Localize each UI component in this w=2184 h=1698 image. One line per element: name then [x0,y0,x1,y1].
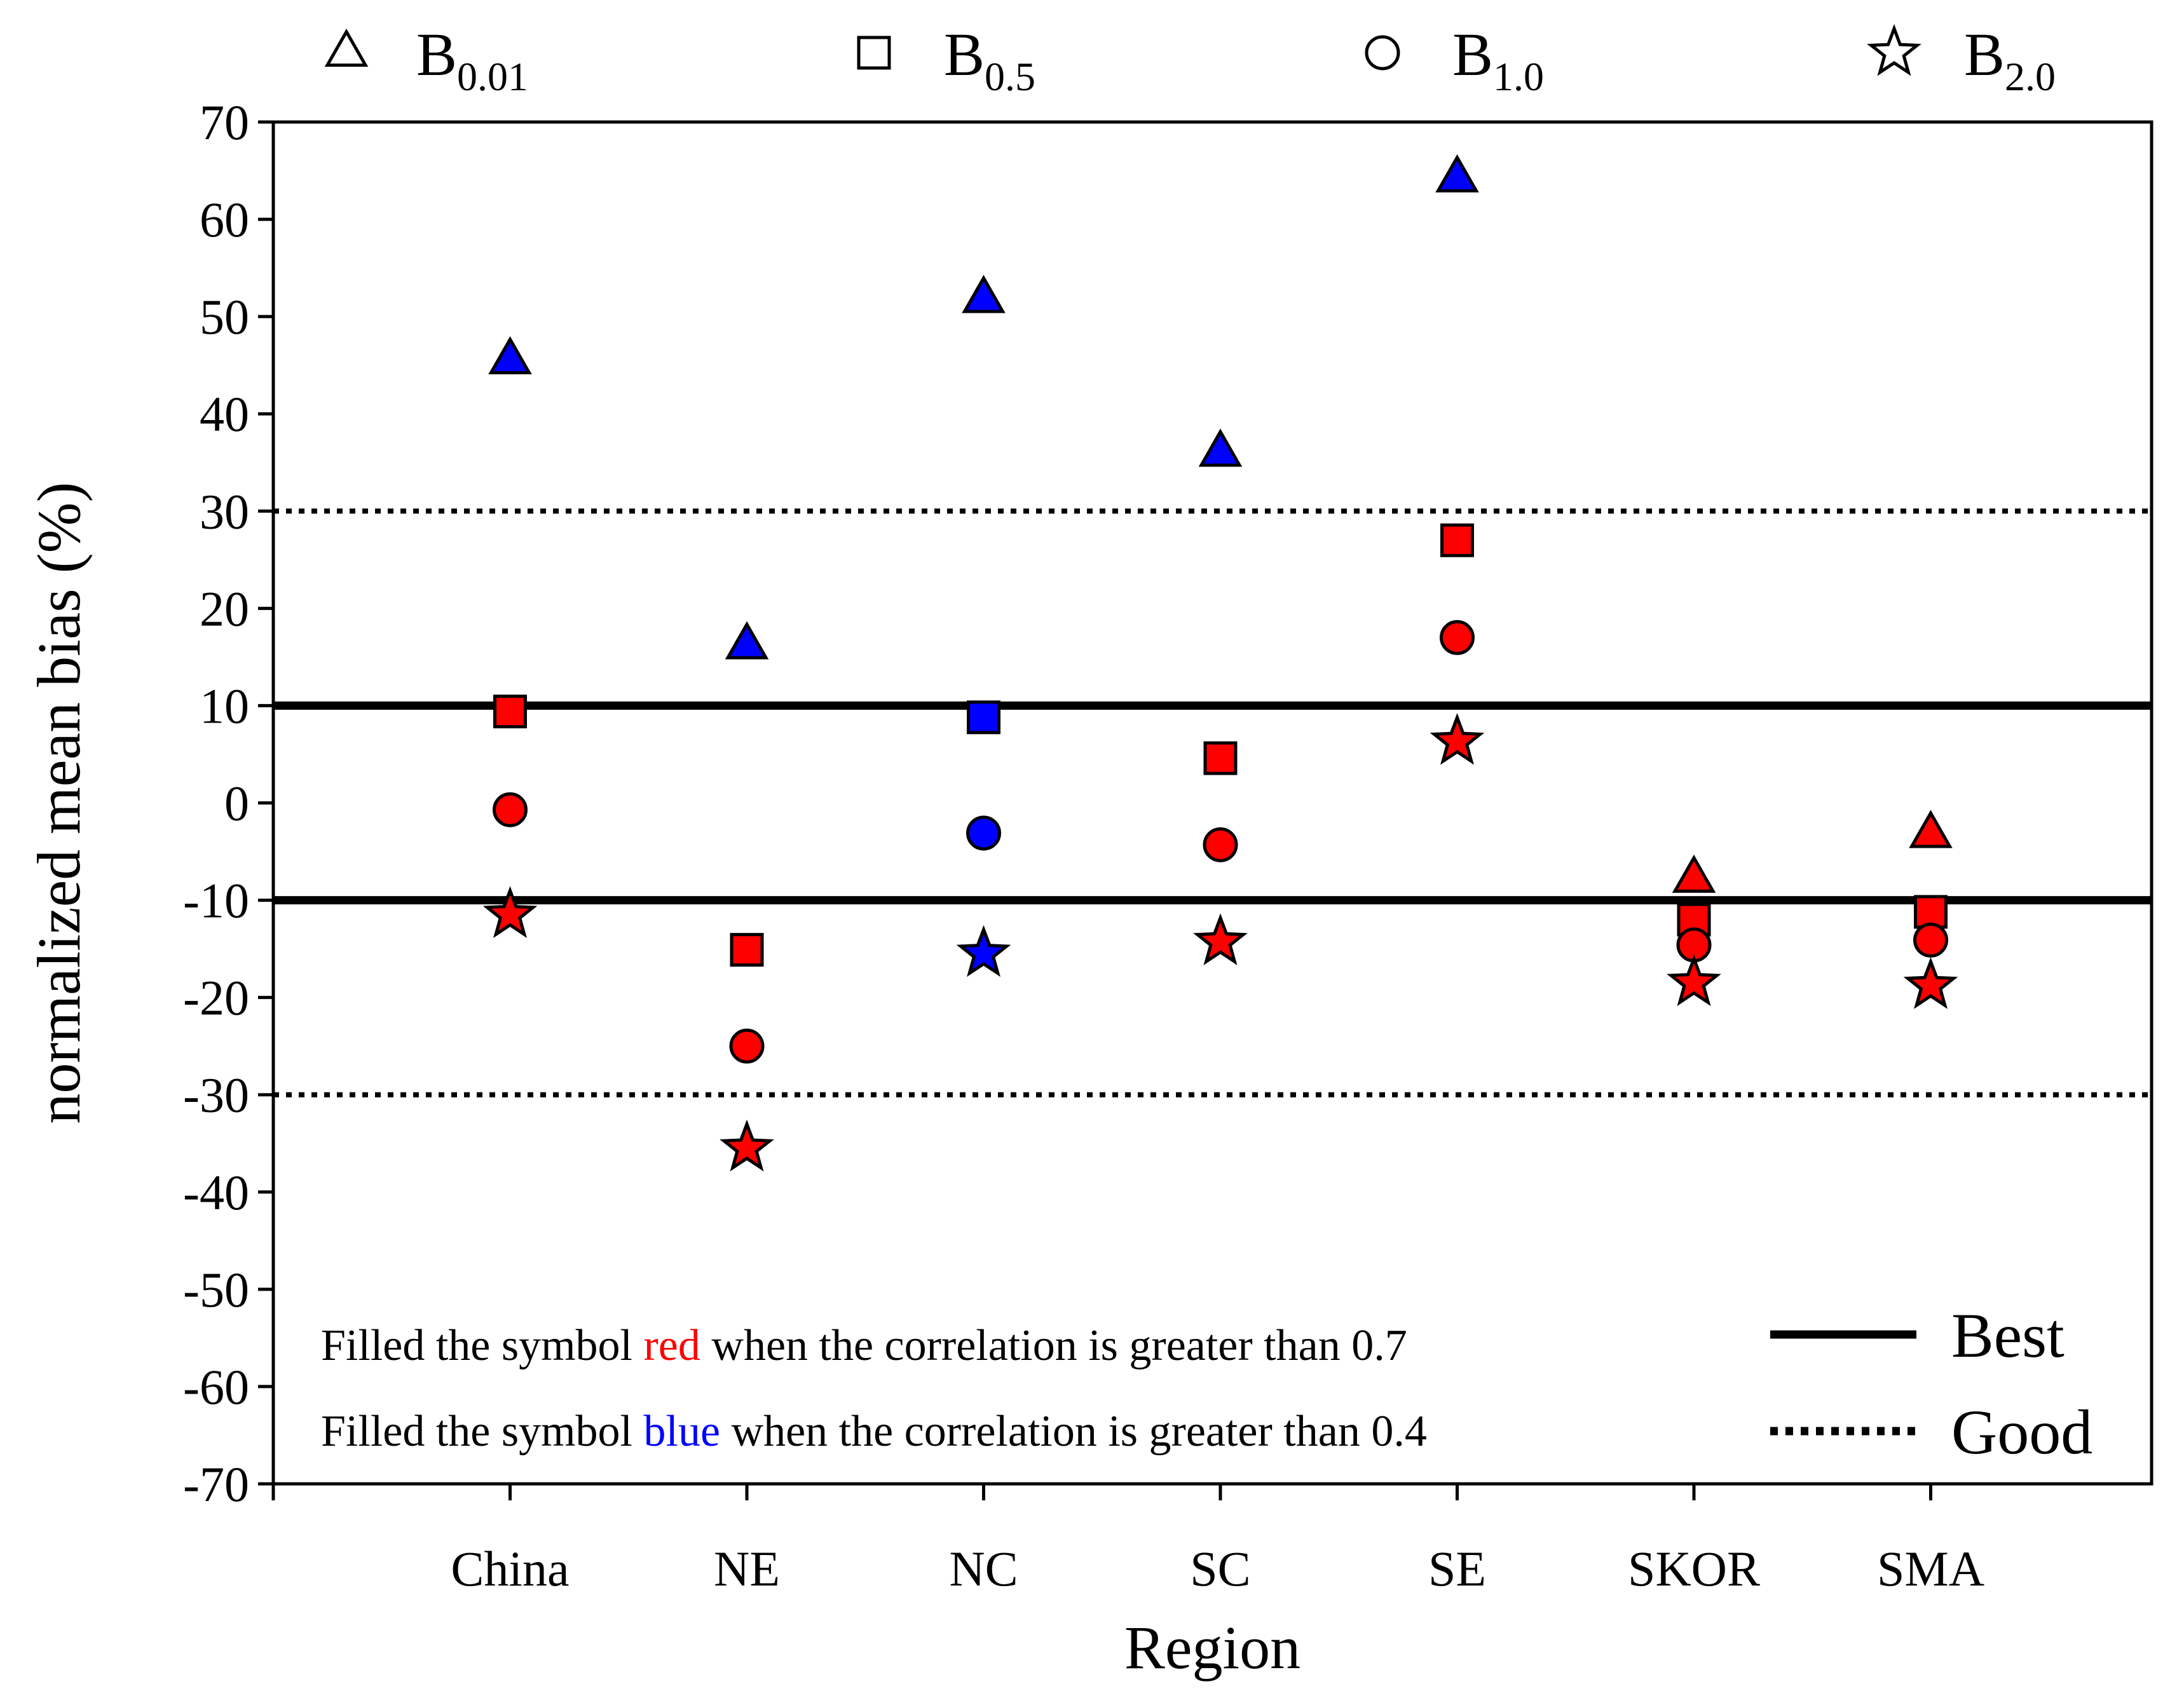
y-axis-title: normalized mean bias (%) [25,482,93,1124]
y-tick-label: 0 [224,776,249,831]
legend-marker-star [1867,24,1921,76]
data-point-triangle [1909,810,1953,848]
x-tick-label: NE [714,1541,780,1596]
legend-marker-triangle [324,28,369,67]
data-point-star [1430,712,1485,765]
data-point-triangle [488,336,532,375]
y-tick-label: 30 [200,484,249,539]
x-tick-label: SC [1190,1541,1250,1596]
x-tick-label: SKOR [1628,1541,1760,1596]
data-point-star [720,1119,774,1172]
data-point-square [1914,895,1948,929]
y-tick-label: -70 [183,1457,249,1512]
plot-frame [271,120,2153,1486]
data-point-triangle [1672,854,1716,893]
legend-label: B2.0 [1964,20,2056,99]
legend-marker-square [857,36,891,70]
y-tick-label: -30 [183,1068,249,1123]
x-tick-label: SMA [1877,1541,1984,1596]
correlation-note: Filled the symbol red when the correlati… [321,1321,1407,1370]
y-tick-label: 40 [200,386,249,442]
data-point-circle [1203,827,1238,862]
data-point-square [730,933,764,967]
legend-label: B0.01 [416,20,528,99]
y-tick-label: -50 [183,1262,249,1317]
legend-label: B1.0 [1452,20,1544,99]
data-point-star [1667,954,1721,1007]
y-tick-label: -40 [183,1165,249,1220]
y-tick-label: 20 [200,581,249,636]
y-tick-label: 60 [200,192,249,247]
data-point-square [1203,741,1238,775]
data-point-star [956,925,1011,977]
data-point-circle [1440,620,1475,655]
data-point-circle [493,792,528,827]
x-tick-label: NC [949,1541,1018,1596]
data-point-circle [729,1028,765,1064]
legend-label: B0.5 [944,20,1035,99]
data-point-triangle [725,621,769,660]
y-tick-label: 50 [200,289,249,344]
x-tick-label: SE [1428,1541,1486,1596]
y-tick-label: -10 [183,873,249,928]
line-legend-label: Good [1951,1397,2092,1467]
data-point-circle [966,815,1001,851]
correlation-note: Filled the symbol blue when the correlat… [321,1407,1427,1456]
x-tick-label: China [451,1541,569,1596]
x-axis-title: Region [1124,1613,1300,1681]
data-point-triangle [962,275,1006,313]
y-tick-label: -60 [183,1359,249,1415]
data-point-circle [1913,922,1948,958]
data-point-star [482,886,538,939]
line-legend-label: Best [1951,1300,2065,1371]
y-tick-label: -20 [183,970,249,1026]
data-point-star [1903,957,1958,1009]
data-point-square [967,700,1000,735]
data-point-triangle [1198,428,1243,467]
data-point-star [1193,913,1248,965]
y-tick-label: 70 [200,95,249,150]
y-tick-label: 10 [200,678,249,733]
data-point-square [1440,523,1474,557]
legend-marker-circle [1365,35,1400,71]
data-point-triangle [1435,154,1479,193]
data-point-square [493,695,527,729]
